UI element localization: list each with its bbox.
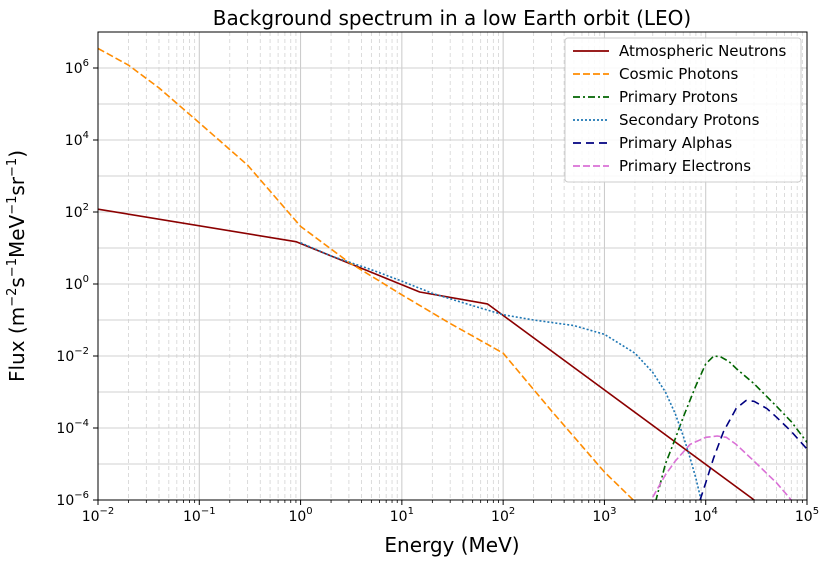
legend-label-3: Secondary Protons [619, 111, 760, 129]
x-tick-label: 105 [795, 506, 819, 525]
y-tick-label: 10−4 [56, 418, 89, 437]
series-layer [98, 47, 807, 500]
chart-title: Background spectrum in a low Earth orbit… [213, 6, 691, 30]
legend-label-2: Primary Protons [619, 88, 738, 106]
y-axis-ticks: 10−6 10−4 10−2 100 102 104 106 [56, 58, 98, 509]
x-tick-label: 103 [592, 506, 616, 525]
series-line-0 [98, 208, 756, 500]
y-tick-label: 106 [65, 58, 89, 77]
x-tick-label: 10−1 [183, 506, 216, 525]
x-axis-label: Energy (MeV) [384, 533, 519, 557]
legend-box [564, 37, 802, 183]
series-line-5 [652, 435, 792, 500]
y-tick-label: 10−6 [56, 490, 89, 509]
x-tick-label: 101 [390, 506, 414, 525]
plot-frame [97, 31, 808, 501]
y-tick-label: 100 [65, 274, 89, 293]
y-axis-label: Flux (m−2s−1MeV−1sr−1) [5, 150, 29, 382]
y-tick-label: 102 [65, 202, 89, 221]
x-tick-label: 10−2 [82, 506, 115, 525]
legend-label-4: Primary Alphas [619, 134, 732, 152]
y-tick-label: 104 [65, 130, 89, 149]
legend-label-0: Atmospheric Neutrons [619, 42, 786, 60]
x-tick-label: 102 [491, 506, 515, 525]
x-axis-ticks: 10−2 10−1 100 101 102 103 104 105 [82, 500, 819, 525]
legend-label-1: Cosmic Photons [619, 65, 739, 83]
legend-label-5: Primary Electrons [619, 157, 751, 175]
legend: Atmospheric Neutrons Cosmic Photons Primar… [564, 37, 802, 183]
y-tick-label: 10−2 [56, 346, 89, 365]
series-line-2 [655, 355, 807, 500]
x-tick-label: 104 [694, 506, 718, 525]
series-line-4 [699, 399, 807, 500]
x-tick-label: 100 [288, 506, 312, 525]
